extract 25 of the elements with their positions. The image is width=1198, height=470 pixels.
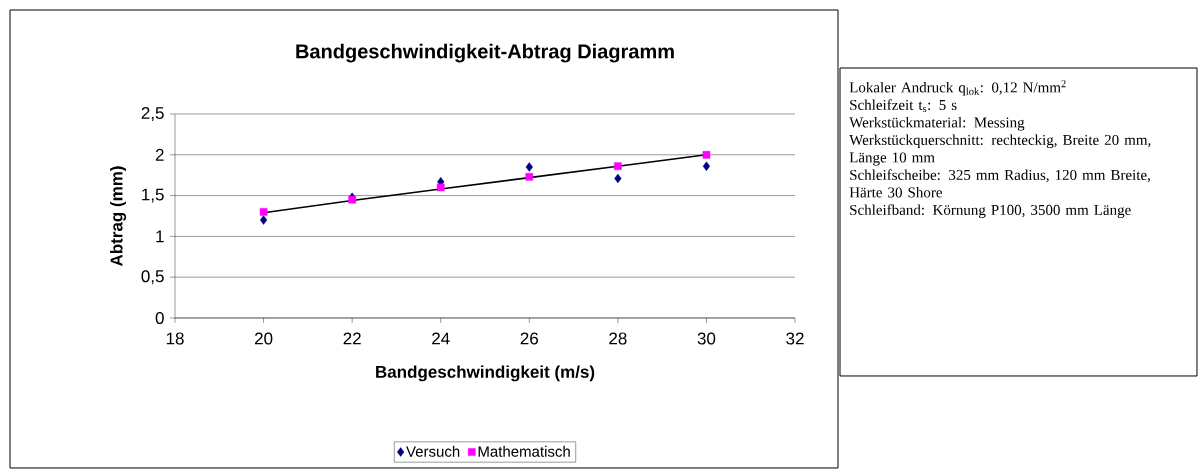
- text: Schleifzeit t$_{s}$: 5 s: [850, 99, 957, 113]
- legend-label: Mathematisch: [478, 445, 570, 457]
- x-axis-title: Bandgeschwindigkeit (m/s): [376, 365, 595, 382]
- y-axis-title: Abtrag (mm): [110, 166, 127, 267]
- x-tick-label: 28: [609, 332, 627, 345]
- x-tick-label: 24: [432, 332, 450, 345]
- y-tick-label: 1,5: [142, 188, 164, 203]
- y-tick-label: 1: [156, 230, 164, 243]
- text: Lokaler Andruck q$_{lok}$: 0,12 N/mm$^{2}$: [849, 80, 1066, 96]
- y-tick-label: 2: [155, 148, 164, 161]
- text: Werkstückquerschnitt: rechteckig, Breite 20 mm, Länge 10 mm: [849, 134, 1151, 166]
- x-tick-label: 30: [697, 332, 716, 345]
- text: Schleifscheibe: 325 mm Radius, 120 mm Breite, Härte 30 Shore: [849, 169, 1150, 198]
- legend-label: Versuch: [406, 445, 460, 457]
- x-tick-label: 32: [786, 332, 804, 345]
- x-tick-label: 26: [520, 332, 538, 345]
- y-tick-label: 0: [155, 311, 164, 325]
- text: Schleifband: Körnung P100, 3500 mm Länge: [850, 204, 1131, 219]
- chart-title: Bandgeschwindigkeit-Abtrag Diagramm: [296, 43, 674, 63]
- y-tick-label: 2,5: [141, 106, 164, 122]
- y-tick-label: 0,5: [141, 270, 164, 285]
- x-tick-label: 22: [343, 332, 361, 345]
- text: Werkstückmaterial: Messing: [849, 116, 1025, 131]
- x-tick-label: 20: [254, 332, 273, 345]
- x-tick-label: 18: [166, 332, 184, 345]
